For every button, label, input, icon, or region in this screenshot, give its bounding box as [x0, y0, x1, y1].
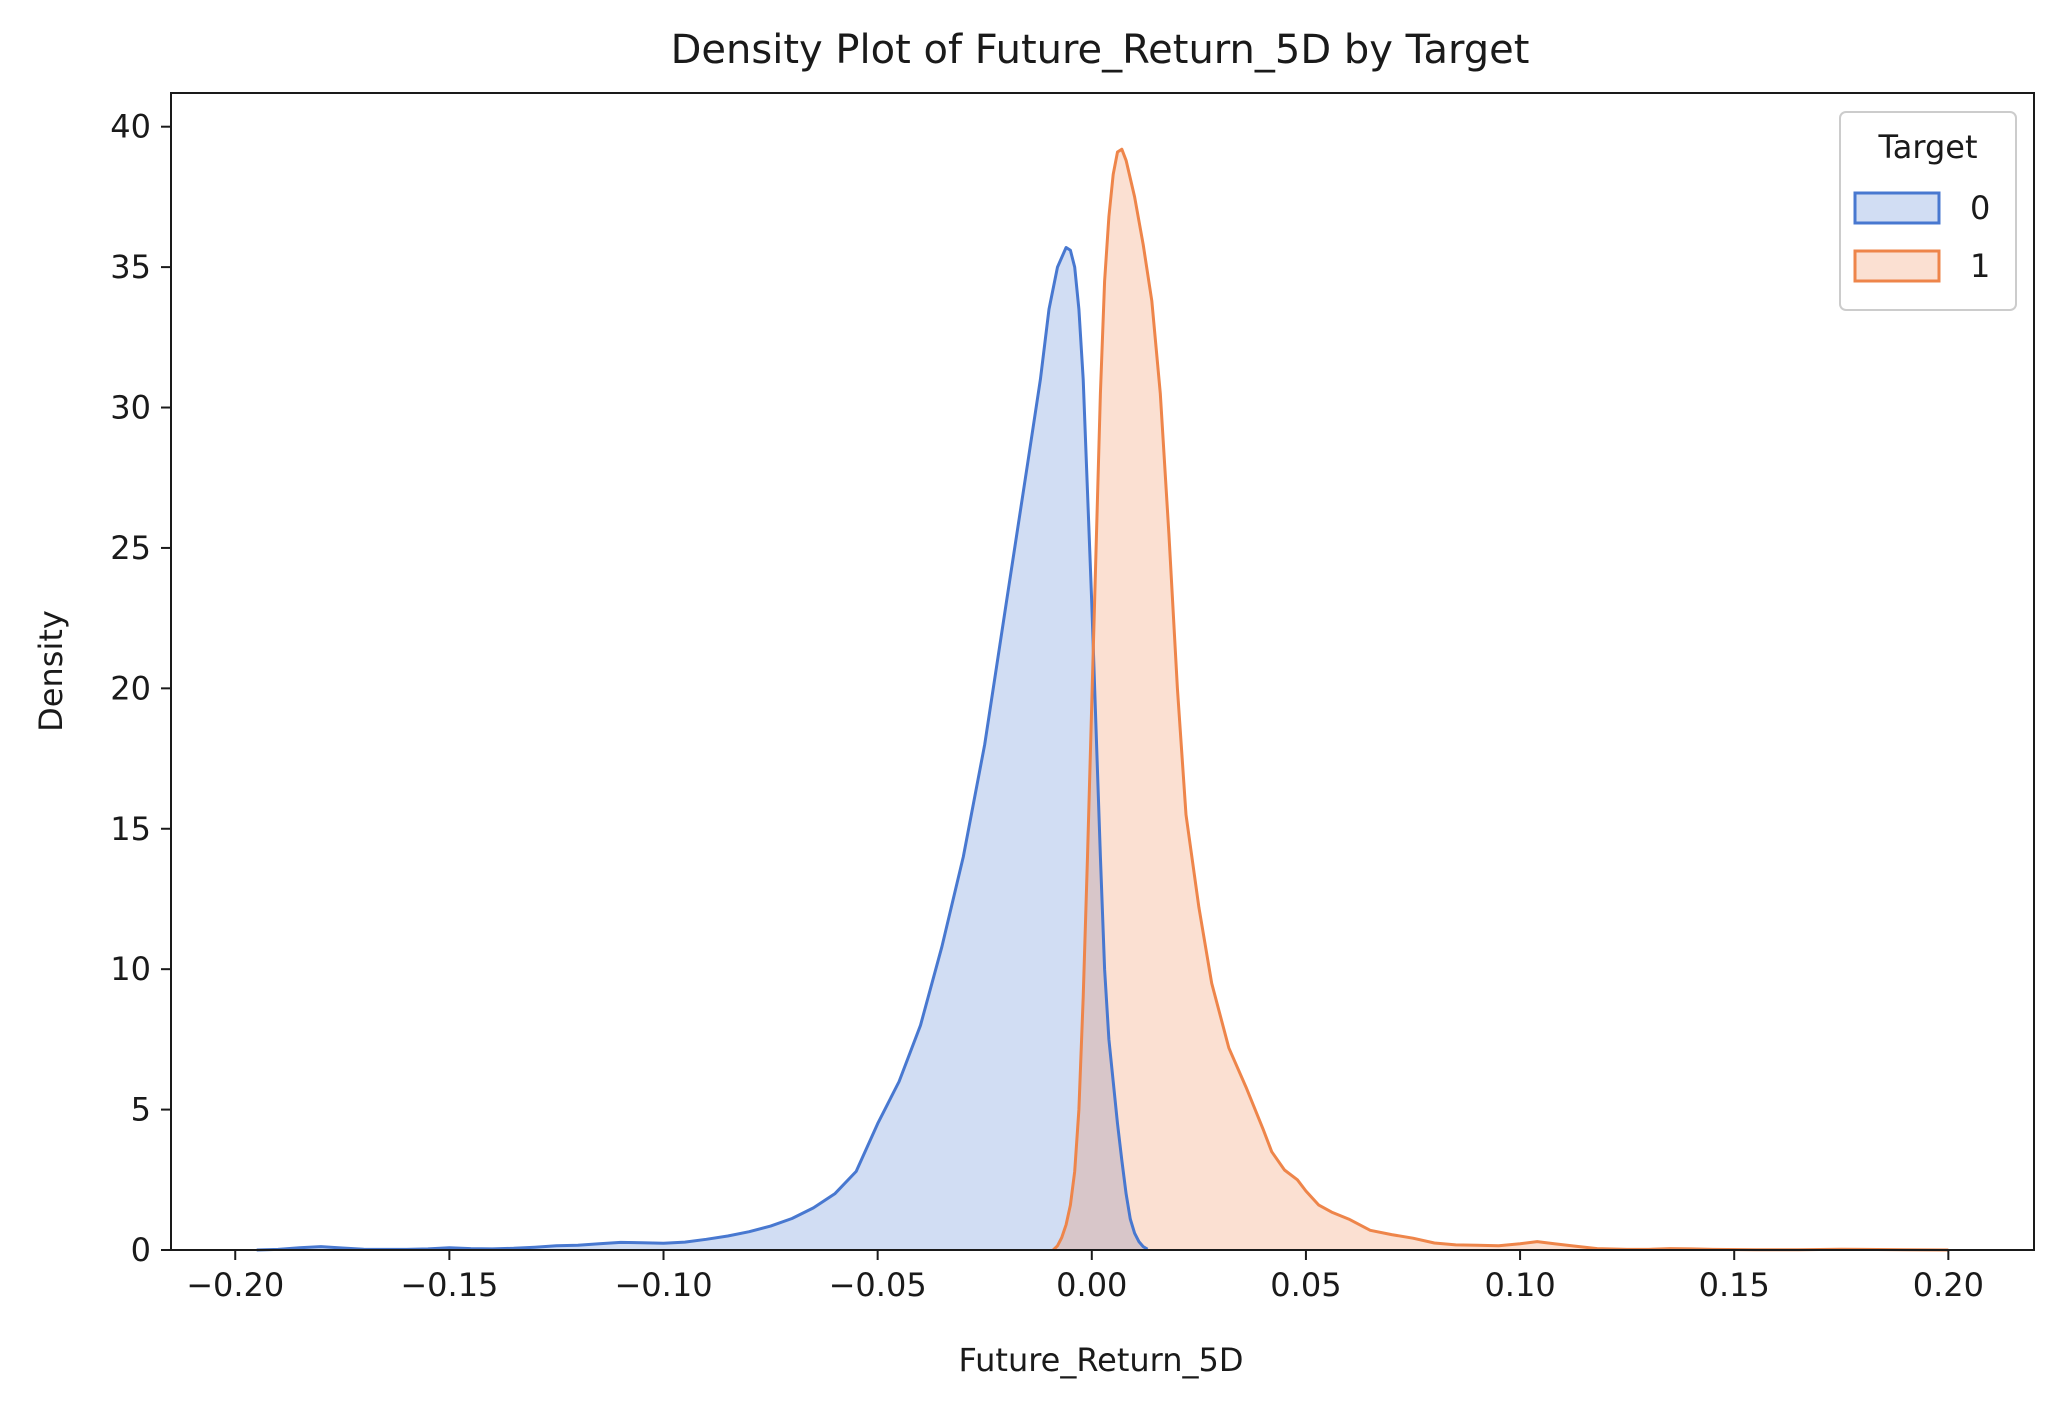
y-tick-label: 30 — [110, 389, 151, 427]
x-tick-label: 0.20 — [1913, 1266, 1984, 1304]
legend: Target 0 1 — [1839, 111, 2017, 311]
x-tick-label: −0.10 — [614, 1266, 712, 1304]
legend-label-0: 0 — [1970, 189, 1990, 227]
series-1-area — [1053, 149, 1949, 1251]
x-axis-ticks: −0.20 −0.15 −0.10 −0.05 0.00 0.05 0.10 0.15 0.20 — [186, 1250, 1984, 1304]
legend-title: Target — [1878, 128, 1978, 166]
series-0-line — [256, 246, 1149, 1252]
x-tick-label: 0.10 — [1484, 1266, 1555, 1304]
y-tick-label: 10 — [110, 950, 151, 988]
legend-label-1: 1 — [1970, 247, 1990, 285]
chart-title: Density Plot of Future_Return_5D by Targ… — [671, 27, 1530, 73]
x-tick-label: −0.05 — [829, 1266, 927, 1304]
legend-swatch-0 — [1853, 191, 1941, 225]
y-tick-label: 40 — [110, 108, 151, 146]
x-tick-label: 0.05 — [1270, 1266, 1341, 1304]
y-tick-label: 20 — [110, 669, 151, 707]
x-tick-label: 0.00 — [1056, 1266, 1127, 1304]
legend-frame — [1839, 111, 2017, 311]
x-axis-label: Future_Return_5D — [958, 1341, 1243, 1379]
x-tick-label: −0.15 — [400, 1266, 498, 1304]
y-tick-label: 0 — [131, 1231, 151, 1269]
y-tick-label: 5 — [131, 1091, 151, 1129]
y-axis-ticks: 0 5 10 15 20 25 30 35 40 — [110, 108, 171, 1269]
y-tick-label: 15 — [110, 810, 151, 848]
x-tick-label: 0.15 — [1699, 1266, 1770, 1304]
x-tick-label: −0.20 — [186, 1266, 284, 1304]
plot-frame — [170, 92, 2035, 1251]
y-tick-label: 35 — [110, 248, 151, 286]
series-0-area — [256, 247, 1148, 1250]
y-tick-label: 25 — [110, 529, 151, 567]
y-axis-label: Density — [32, 610, 70, 732]
legend-swatch-1 — [1853, 249, 1941, 283]
plot-area — [256, 147, 1949, 1252]
